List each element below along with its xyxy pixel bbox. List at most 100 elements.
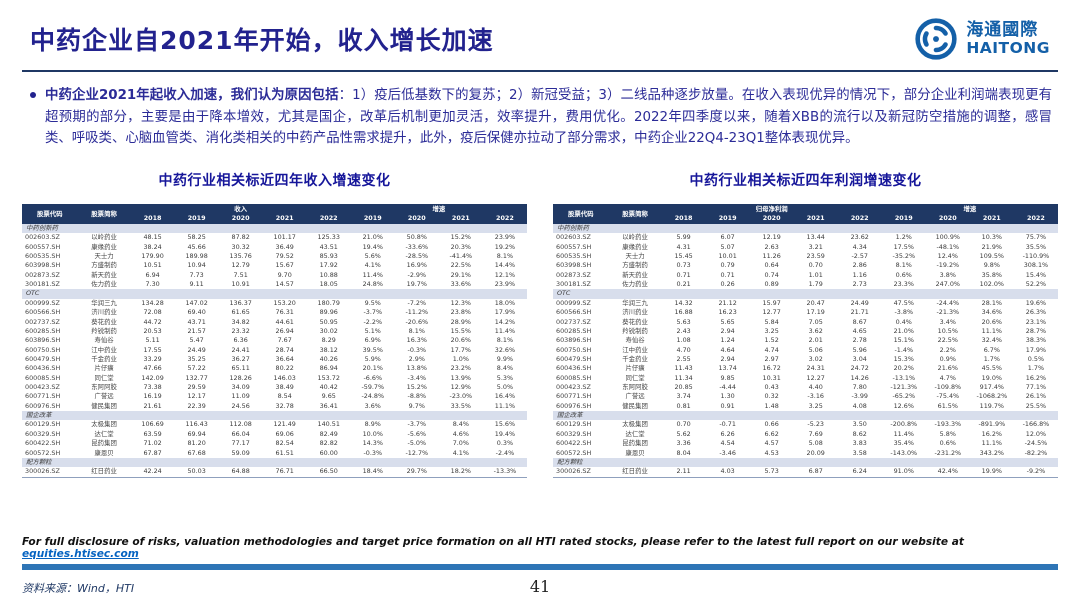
value-cell: 6.87 xyxy=(793,467,838,478)
value-cell: 5.65 xyxy=(720,317,735,326)
stock-name-cell: 寿仙谷 xyxy=(94,336,114,345)
value-cell: 112.08 xyxy=(229,420,252,429)
stock-code-cell: 000999.SZ xyxy=(25,298,60,307)
growth-cell: 12.9% xyxy=(450,383,471,392)
table-row: 000999.SZ 华润三九 134.28 147.02 136.37 153.20 180… xyxy=(22,299,527,308)
section-label: 配方颗粒 xyxy=(553,457,1058,468)
stock-name-cell: 千金药业 xyxy=(622,354,648,363)
growth-cell: 28.1% xyxy=(981,298,1002,307)
value-cell: 6.07 xyxy=(720,233,735,242)
value-cell: 32.78 xyxy=(275,401,294,410)
value-cell: 23.62 xyxy=(850,233,869,242)
growth-cell: -5.6% xyxy=(407,429,427,438)
growth-cell: 14.4% xyxy=(494,261,516,270)
value-cell: 128.26 xyxy=(229,373,252,382)
value-cell: 21.57 xyxy=(187,326,206,335)
growth-cell: 343.2% xyxy=(979,448,1005,457)
stock-code-cell: 603896.SH xyxy=(556,336,592,345)
table-section-row: 配方颗粒 xyxy=(22,457,527,468)
value-cell: 136.37 xyxy=(229,298,252,307)
value-cell: 89.96 xyxy=(319,308,338,317)
value-cell: 82.82 xyxy=(319,439,338,448)
growth-cell: 14.2% xyxy=(494,317,516,326)
growth-cell: 4.1% xyxy=(364,261,381,270)
stock-name-cell: 东阿阿胶 xyxy=(622,383,648,392)
value-cell: 16.23 xyxy=(718,308,737,317)
table-row: 600329.SH 达仁堂 63.59 69.94 66.04 69.06 82.49 10.… xyxy=(22,430,527,439)
growth-cell: -33.6% xyxy=(405,242,429,251)
stock-name-cell: 康恩贝 xyxy=(625,448,645,457)
stock-name-cell: 康恩贝 xyxy=(94,448,114,457)
value-cell: 22.39 xyxy=(187,401,206,410)
growth-cell: 18.2% xyxy=(438,467,483,478)
table-row: 300026.SZ 红日药业 2.11 4.03 5.73 6.87 6.24 91.0% 42… xyxy=(553,467,1058,478)
col-header-year: 2020 xyxy=(218,214,263,224)
growth-cell: -1.4% xyxy=(894,345,914,354)
growth-cell: 19.4% xyxy=(362,242,383,251)
stock-code-cell: 300026.SZ xyxy=(553,467,609,478)
growth-cell: 20.6% xyxy=(450,336,471,345)
growth-cell: -28.5% xyxy=(405,252,429,260)
value-cell: 20.09 xyxy=(806,448,825,457)
stock-code-cell: 600572.SH xyxy=(25,448,61,457)
col-header-year: 2018 xyxy=(661,214,706,224)
section-label: OTC xyxy=(553,289,1058,299)
growth-cell: 19.7% xyxy=(406,280,427,289)
table-row: 600771.SH 广誉远 3.74 1.30 0.32 -3.16 -3.99 -65.2%… xyxy=(553,392,1058,401)
growth-cell: 5.9% xyxy=(364,354,381,363)
value-cell: 153.20 xyxy=(273,298,296,307)
growth-cell: 38.3% xyxy=(1025,336,1047,345)
value-cell: -2.57 xyxy=(851,252,868,260)
value-cell: 0.43 xyxy=(764,383,779,392)
growth-cell: 5.3% xyxy=(496,373,514,382)
growth-cell: -41.4% xyxy=(449,252,473,260)
growth-cell: 10.3% xyxy=(981,233,1002,242)
growth-cell: -13.3% xyxy=(482,467,527,478)
growth-cell: 1.7% xyxy=(1027,364,1045,373)
disclosure-link[interactable]: equities.htisec.com xyxy=(22,548,139,560)
value-cell: 0.21 xyxy=(676,280,691,289)
table-row: 600557.SH 康缘药业 38.24 45.66 30.32 36.49 43.51 19… xyxy=(22,243,527,252)
col-header-year: 2020 xyxy=(925,214,970,224)
logo-text-cn: 海通國際 xyxy=(966,19,1039,40)
value-cell: 132.77 xyxy=(185,373,208,382)
value-cell: 38.24 xyxy=(143,242,162,251)
value-cell: 3.21 xyxy=(808,242,823,251)
value-cell: 10.88 xyxy=(319,270,338,279)
stock-code-cell: 300026.SZ xyxy=(22,467,78,478)
value-cell: 5.47 xyxy=(189,336,204,345)
growth-cell: -7.2% xyxy=(407,298,427,307)
value-cell: 8.29 xyxy=(321,336,336,345)
growth-cell: 5.0% xyxy=(496,383,514,392)
growth-cell: 5.1% xyxy=(364,326,381,335)
growth-cell: 3.4% xyxy=(939,317,956,326)
value-cell: 33.29 xyxy=(143,354,162,363)
growth-cell: 21.0% xyxy=(893,326,914,335)
stock-name-cell: 昆药集团 xyxy=(91,439,117,448)
table-row: 600566.SH 济川药业 16.88 16.23 12.77 17.19 21.71 -3… xyxy=(553,308,1058,317)
value-cell: 0.26 xyxy=(720,280,735,289)
growth-cell: -231.2% xyxy=(934,448,962,457)
growth-cell: -35.2% xyxy=(892,252,916,260)
growth-cell: 19.4% xyxy=(494,429,516,438)
growth-cell: 29.1% xyxy=(450,270,471,279)
value-cell: 26.94 xyxy=(275,326,294,335)
value-cell: 86.94 xyxy=(319,364,338,373)
col-header-year: 2019 xyxy=(174,214,219,224)
growth-cell: -9.2% xyxy=(1013,467,1058,478)
growth-cell: -8.8% xyxy=(407,392,427,401)
stock-code-cell: 600329.SH xyxy=(25,429,61,438)
value-cell: 85.93 xyxy=(319,252,338,260)
page-number: 41 xyxy=(529,577,551,596)
stock-name-cell: 佐力药业 xyxy=(622,280,648,289)
table-row: 600285.SH 羚锐制药 2.43 2.94 3.25 3.62 4.65 21.0% 10… xyxy=(553,327,1058,336)
summary-text-bold: 中药企业2021年起收入加速，我们认为原因包括 xyxy=(45,88,339,103)
value-cell: 4.64 xyxy=(720,345,735,354)
growth-cell: 23.3% xyxy=(893,280,914,289)
table-row: 300181.SZ 佐力药业 0.21 0.26 0.89 1.79 2.73 23.3% 24… xyxy=(553,280,1058,289)
growth-cell: 12.0% xyxy=(1025,429,1047,438)
table-row: 600436.SH 片仔癀 47.66 57.22 65.11 80.22 86.94 20.… xyxy=(22,364,527,373)
value-cell: 5.63 xyxy=(676,317,691,326)
growth-cell: 3.6% xyxy=(364,401,381,410)
growth-cell: 2.2% xyxy=(939,345,956,354)
